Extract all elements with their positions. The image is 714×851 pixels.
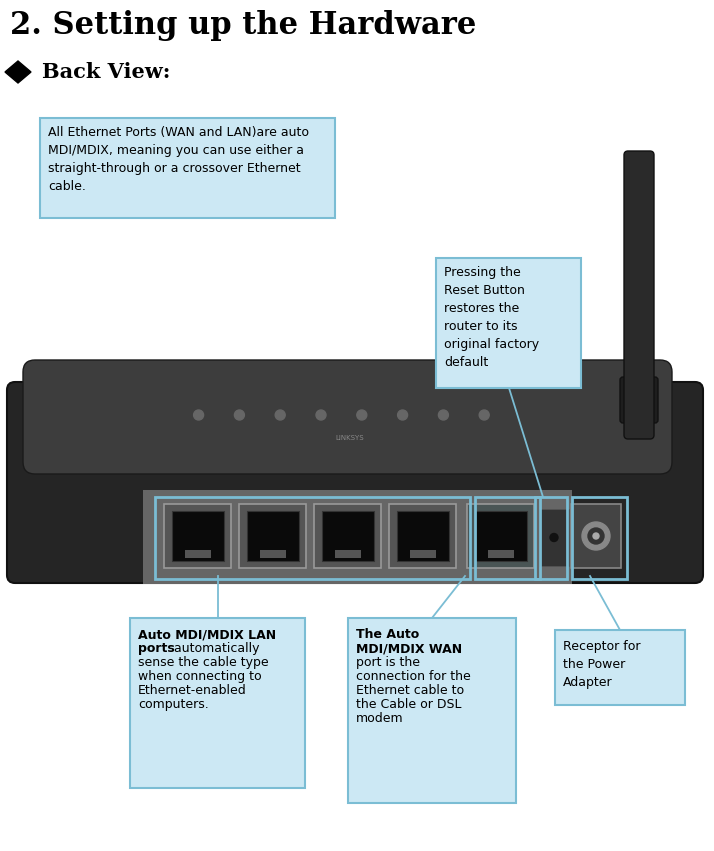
FancyBboxPatch shape (475, 511, 526, 561)
FancyBboxPatch shape (171, 511, 223, 561)
Text: MDI/MDIX WAN: MDI/MDIX WAN (356, 642, 462, 655)
Circle shape (582, 522, 610, 550)
FancyBboxPatch shape (624, 151, 654, 439)
FancyBboxPatch shape (389, 504, 456, 568)
Circle shape (550, 534, 558, 541)
FancyBboxPatch shape (130, 618, 305, 788)
FancyBboxPatch shape (259, 551, 286, 557)
Text: LINKSYS: LINKSYS (336, 435, 364, 441)
FancyBboxPatch shape (410, 551, 436, 557)
Circle shape (588, 528, 604, 544)
Circle shape (398, 410, 408, 420)
Text: Pressing the
Reset Button
restores the
router to its
original factory
default: Pressing the Reset Button restores the r… (444, 266, 539, 369)
Text: port is the: port is the (356, 656, 420, 669)
FancyBboxPatch shape (396, 511, 448, 561)
FancyBboxPatch shape (348, 618, 516, 803)
FancyBboxPatch shape (184, 551, 211, 557)
Circle shape (479, 410, 489, 420)
FancyBboxPatch shape (555, 630, 685, 705)
FancyBboxPatch shape (164, 504, 231, 568)
Circle shape (316, 410, 326, 420)
FancyBboxPatch shape (23, 360, 672, 474)
Circle shape (357, 410, 367, 420)
FancyBboxPatch shape (239, 504, 306, 568)
FancyBboxPatch shape (321, 511, 373, 561)
Text: All Ethernet Ports (WAN and LAN)are auto
MDI/MDIX, meaning you can use either a
: All Ethernet Ports (WAN and LAN)are auto… (48, 126, 309, 193)
Text: Ethernet cable to: Ethernet cable to (356, 684, 464, 697)
Text: Receptor for
the Power
Adapter: Receptor for the Power Adapter (563, 640, 640, 689)
Circle shape (438, 410, 448, 420)
FancyBboxPatch shape (571, 504, 621, 568)
Text: Back View:: Back View: (42, 62, 171, 82)
Text: Auto MDI/MDIX LAN: Auto MDI/MDIX LAN (138, 628, 276, 641)
Circle shape (275, 410, 285, 420)
FancyBboxPatch shape (436, 258, 581, 388)
Polygon shape (5, 61, 31, 83)
Text: modem: modem (356, 712, 403, 725)
FancyBboxPatch shape (620, 377, 658, 423)
Text: when connecting to: when connecting to (138, 670, 261, 683)
FancyBboxPatch shape (488, 551, 513, 557)
Text: Ethernet-enabled: Ethernet-enabled (138, 684, 247, 697)
FancyBboxPatch shape (314, 504, 381, 568)
Text: The Auto: The Auto (356, 628, 419, 641)
Text: automatically: automatically (170, 642, 259, 655)
FancyBboxPatch shape (143, 490, 572, 584)
Text: computers.: computers. (138, 698, 208, 711)
FancyBboxPatch shape (334, 551, 361, 557)
FancyBboxPatch shape (40, 118, 335, 218)
Circle shape (627, 153, 651, 177)
Text: sense the cable type: sense the cable type (138, 656, 268, 669)
FancyBboxPatch shape (7, 382, 703, 583)
Text: 2. Setting up the Hardware: 2. Setting up the Hardware (10, 10, 476, 41)
Circle shape (234, 410, 244, 420)
Circle shape (193, 410, 203, 420)
Circle shape (593, 533, 599, 539)
Text: ports: ports (138, 642, 175, 655)
Text: the Cable or DSL: the Cable or DSL (356, 698, 461, 711)
FancyBboxPatch shape (467, 504, 534, 568)
FancyBboxPatch shape (246, 511, 298, 561)
Text: connection for the: connection for the (356, 670, 471, 683)
FancyBboxPatch shape (539, 509, 569, 566)
